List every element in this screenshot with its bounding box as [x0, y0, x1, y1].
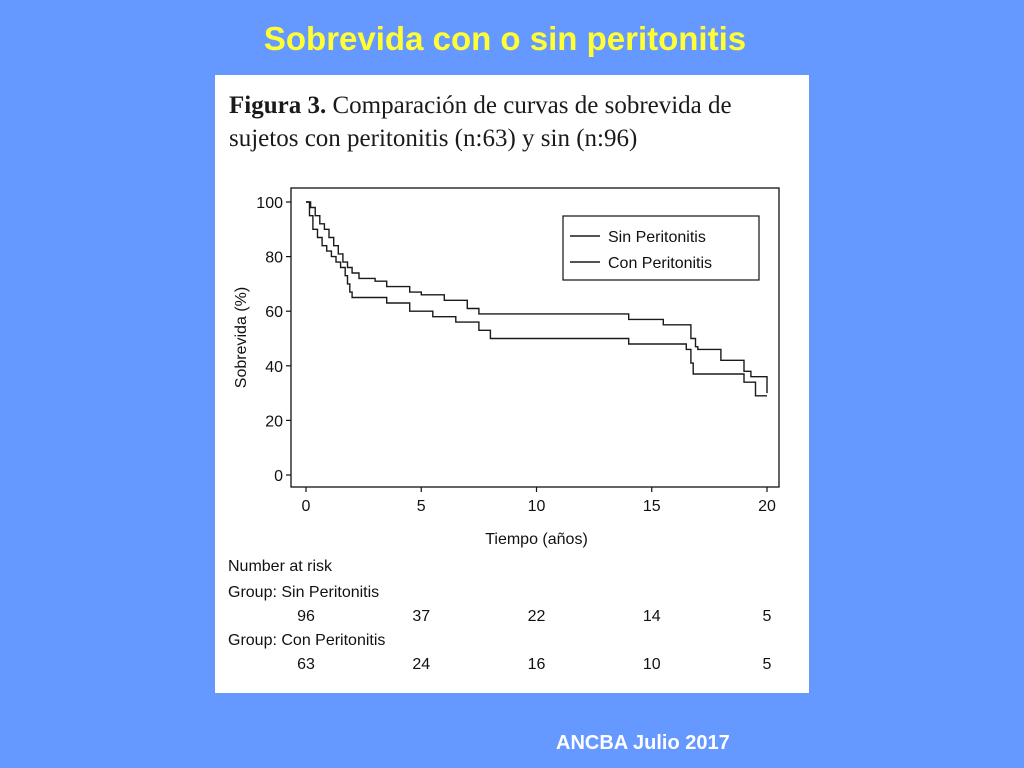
survival-chart: 100 80 60 40 20 0 0 5 10 15 20 Tiempo (años) Sobrevi… — [228, 187, 780, 673]
figure-card: Figura 3. Comparación de curvas de sobre… — [215, 75, 809, 693]
risk-group-label: Group: Con Peritonitis — [228, 632, 385, 649]
figure-caption-text: Comparación de curvas de sobrevida de su… — [229, 92, 732, 152]
y-tick-label: 100 — [256, 195, 283, 212]
risk-count: 14 — [643, 608, 661, 625]
slide-title: Sobrevida con o sin peritonitis — [263, 20, 747, 57]
x-tick-label: 20 — [758, 498, 776, 515]
risk-group-label: Group: Sin Peritonitis — [228, 584, 379, 601]
figure-caption-label: Figura 3. — [229, 92, 327, 119]
survival-curve-con-peritonitis — [306, 201, 767, 397]
risk-count: 22 — [528, 608, 546, 625]
y-axis-label: Sobrevida (%) — [233, 287, 250, 388]
legend-label: Sin Peritonitis — [608, 229, 706, 246]
risk-count: 5 — [763, 656, 772, 673]
plot-frame — [290, 187, 780, 488]
risk-count: 63 — [297, 656, 315, 673]
footer-text: ANCBA Julio 2017 — [556, 732, 730, 754]
y-tick-label: 80 — [265, 250, 283, 267]
risk-count: 37 — [412, 608, 430, 625]
legend-box — [562, 215, 760, 281]
figure-caption: Figura 3. Comparación de curvas de sobre… — [229, 89, 799, 155]
y-tick-label: 0 — [274, 468, 283, 485]
x-axis-label: Tiempo (años) — [485, 531, 588, 548]
risk-count: 96 — [297, 608, 315, 625]
number-at-risk-title: Number at risk — [228, 558, 333, 575]
x-tick-label: 15 — [643, 498, 661, 515]
x-tick-label: 0 — [302, 498, 311, 515]
x-tick-label: 5 — [417, 498, 426, 515]
risk-count: 10 — [643, 656, 661, 673]
y-tick-label: 40 — [265, 359, 283, 376]
y-tick-label: 20 — [265, 413, 283, 430]
survival-curve-sin-peritonitis — [306, 201, 768, 394]
risk-count: 24 — [412, 656, 430, 673]
x-tick-label: 10 — [528, 498, 546, 515]
y-tick-label: 60 — [265, 304, 283, 321]
risk-count: 5 — [763, 608, 772, 625]
risk-count: 16 — [528, 656, 546, 673]
legend-label: Con Peritonitis — [608, 255, 712, 272]
